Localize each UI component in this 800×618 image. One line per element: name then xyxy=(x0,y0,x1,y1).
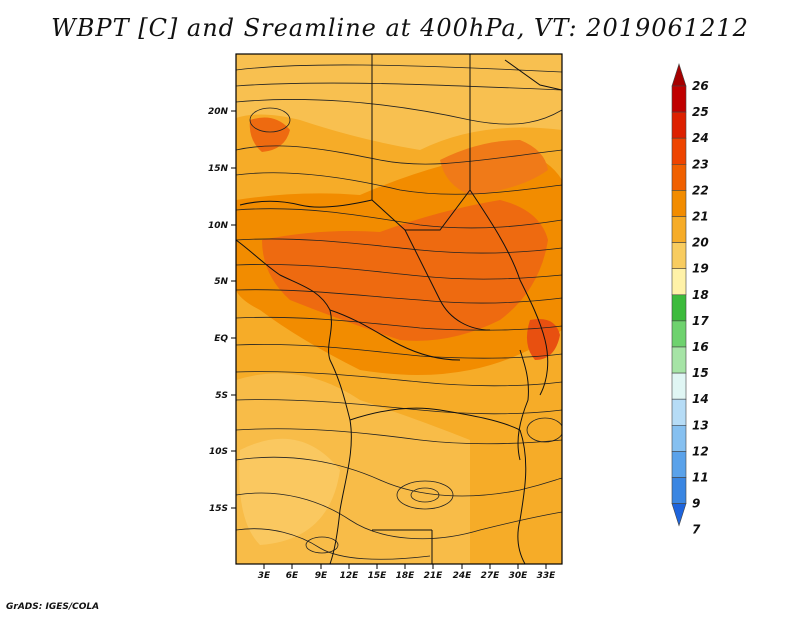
colorbar-label: 14 xyxy=(692,392,709,406)
colorbar-segment xyxy=(671,242,687,270)
colorbar-label: 25 xyxy=(692,105,709,119)
colorbar-segment xyxy=(671,137,687,165)
lon-label: 3E xyxy=(258,571,271,581)
lon-label: 6E xyxy=(286,571,299,581)
chart-title: WBPT [C] and Sreamline at 400hPa, VT: 20… xyxy=(51,14,749,42)
streamlines xyxy=(236,64,562,560)
lon-axis: 3E 6E 9E 12E 15E 18E 21E 24E 27E 30E 33E xyxy=(258,564,556,581)
colorbar-segment xyxy=(671,294,687,322)
colorbar-label: 17 xyxy=(692,314,709,328)
colorbar-label: 20 xyxy=(692,236,709,250)
lon-label: 15E xyxy=(368,571,388,581)
colorbar-segment xyxy=(671,346,687,374)
lon-label: 12E xyxy=(340,571,360,581)
colorbar-label: 18 xyxy=(692,288,709,302)
wbpt-field-22-northeast xyxy=(440,140,548,195)
colorbar-label: 22 xyxy=(692,183,709,197)
colorbar-segment xyxy=(671,216,687,243)
lon-label: 18E xyxy=(396,571,416,581)
colorbar-label: 21 xyxy=(692,210,709,224)
country-borders xyxy=(236,54,562,564)
colorbar-top-arrow xyxy=(671,63,687,87)
wbpt-field-23-northwest xyxy=(249,117,290,152)
lat-label: 10S xyxy=(209,447,228,457)
lat-label: 20N xyxy=(208,107,229,117)
colorbar-segment xyxy=(671,424,687,452)
wbpt-field-24-east xyxy=(526,319,560,360)
lon-label: 21E xyxy=(424,571,444,581)
colorbar-segment xyxy=(671,268,687,296)
colorbar-label: 9 xyxy=(692,497,700,511)
colorbar-label: 12 xyxy=(692,444,709,458)
lat-label: 5S xyxy=(215,391,228,401)
lat-label: 10N xyxy=(208,221,229,231)
colorbar-label: 11 xyxy=(692,471,709,485)
lat-label: 15N xyxy=(208,164,229,174)
colorbar-label: 7 xyxy=(692,523,701,537)
colorbar-segment xyxy=(671,111,687,139)
colorbar-label: 23 xyxy=(692,157,709,171)
wbpt-field-23-core xyxy=(262,200,548,341)
lon-label: 33E xyxy=(537,571,557,581)
colorbar-segment xyxy=(671,320,687,348)
lon-label: 9E xyxy=(315,571,328,581)
colorbar-label: 19 xyxy=(692,262,709,276)
map-panel xyxy=(235,53,563,565)
lat-label: 5N xyxy=(214,277,228,287)
wbpt-field-19-south xyxy=(239,438,340,545)
colorbar-segment xyxy=(671,85,687,113)
colorbar-label: 15 xyxy=(692,366,709,380)
lon-label: 30E xyxy=(509,571,529,581)
lat-label: EQ xyxy=(214,334,228,344)
lon-label: 27E xyxy=(481,571,501,581)
colorbar: 26 25 24 23 22 21 20 19 18 17 16 15 14 13 12 11 9 7 xyxy=(671,63,709,537)
colorbar-label: 16 xyxy=(692,340,709,354)
colorbar-segment xyxy=(671,164,687,191)
wbpt-field-20-north xyxy=(236,54,562,150)
colorbar-segment xyxy=(671,190,687,217)
colorbar-bottom-arrow xyxy=(671,503,687,527)
lat-label: 15S xyxy=(209,504,228,514)
map-frame xyxy=(235,53,563,565)
colorbar-label: 13 xyxy=(692,418,709,432)
colorbar-segment xyxy=(671,372,687,400)
colorbar-label: 24 xyxy=(692,131,709,145)
credit-label: GrADS: IGES/COLA xyxy=(6,602,100,612)
lat-axis: 20N 15N 10N 5N EQ 5S 10S 15S xyxy=(208,107,236,514)
colorbar-segment xyxy=(671,451,687,478)
lon-label: 24E xyxy=(453,571,473,581)
colorbar-segment xyxy=(671,398,687,426)
colorbar-segment xyxy=(671,477,687,504)
colorbar-label: 26 xyxy=(692,79,709,93)
